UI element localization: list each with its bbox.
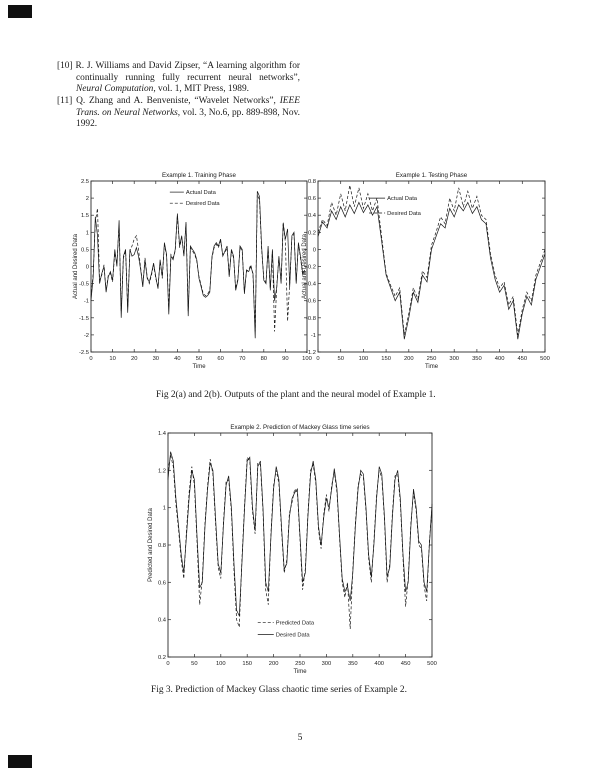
svg-text:100: 100	[216, 661, 226, 667]
svg-text:-1.2: -1.2	[306, 350, 316, 356]
svg-text:Time: Time	[192, 364, 206, 370]
svg-text:400: 400	[374, 661, 384, 667]
svg-text:-2: -2	[84, 333, 89, 339]
svg-text:Actual Data: Actual Data	[387, 196, 418, 202]
svg-text:0: 0	[313, 247, 316, 253]
svg-text:1: 1	[86, 230, 89, 236]
scan-artifact-bottom	[8, 755, 32, 768]
svg-text:Actual and Desired Data: Actual and Desired Data	[73, 233, 79, 299]
svg-text:Desired Data: Desired Data	[387, 211, 422, 217]
svg-text:-1.5: -1.5	[79, 316, 89, 322]
svg-text:0.4: 0.4	[308, 213, 317, 219]
svg-text:70: 70	[239, 356, 245, 362]
fig3-mackey-glass-chart: 0 50 100 150 200 250 300 350 400 450 500 0.2 0.4 0.6 0…	[148, 424, 437, 675]
svg-text:80: 80	[261, 356, 267, 362]
svg-text:Example 2. Prediction of Macke: Example 2. Prediction of Mackey Glass ti…	[230, 424, 369, 431]
references: [10] R. J. Williams and David Zipser, “A…	[57, 61, 300, 131]
svg-text:-0.5: -0.5	[79, 282, 89, 288]
svg-text:-1: -1	[84, 299, 89, 305]
fig2a-training-chart: 0 10 20 30 40 50 60 70 80 90 100 -2.5 -2 -1.5 -1 -0.5 0 0…	[73, 172, 312, 370]
svg-text:150: 150	[242, 661, 252, 667]
svg-text:0.5: 0.5	[81, 247, 89, 253]
svg-text:0.8: 0.8	[308, 179, 316, 185]
svg-text:0.8: 0.8	[158, 543, 166, 549]
svg-text:-0.2: -0.2	[306, 265, 316, 271]
svg-text:250: 250	[427, 356, 437, 362]
svg-text:90: 90	[282, 356, 288, 362]
svg-text:350: 350	[348, 661, 358, 667]
svg-text:2.5: 2.5	[81, 179, 89, 185]
reference-item: [10] R. J. Williams and David Zipser, “A…	[57, 61, 300, 95]
figure3-caption: Fig 3. Prediction of Mackey Glass chaoti…	[151, 685, 407, 695]
svg-text:100: 100	[302, 356, 312, 362]
svg-text:-1: -1	[311, 333, 316, 339]
svg-text:Predicted Data: Predicted Data	[276, 620, 315, 626]
svg-text:Time: Time	[425, 364, 439, 370]
svg-text:-0.4: -0.4	[306, 282, 317, 288]
svg-text:350: 350	[472, 356, 482, 362]
svg-text:Desired Data: Desired Data	[186, 201, 221, 207]
svg-text:300: 300	[322, 661, 332, 667]
svg-text:2: 2	[86, 196, 89, 202]
svg-text:50: 50	[337, 356, 343, 362]
scan-artifact-top	[8, 5, 32, 18]
svg-text:100: 100	[359, 356, 369, 362]
figure2-caption: Fig 2(a) and 2(b). Outputs of the plant …	[156, 390, 436, 400]
svg-text:250: 250	[295, 661, 305, 667]
svg-text:30: 30	[153, 356, 159, 362]
svg-text:Desired Data: Desired Data	[276, 633, 311, 639]
svg-text:Example 1. Testing Phase: Example 1. Testing Phase	[396, 172, 468, 179]
svg-text:10: 10	[109, 356, 115, 362]
svg-text:0.2: 0.2	[158, 655, 166, 661]
svg-text:1.4: 1.4	[158, 431, 167, 437]
page-number: 5	[297, 733, 303, 743]
svg-text:450: 450	[517, 356, 527, 362]
svg-text:-0.8: -0.8	[306, 316, 316, 322]
svg-text:Predicted and Desired Data: Predicted and Desired Data	[148, 507, 154, 581]
svg-text:0.4: 0.4	[158, 618, 167, 624]
svg-text:450: 450	[401, 661, 411, 667]
svg-text:200: 200	[269, 661, 279, 667]
svg-text:0.6: 0.6	[158, 580, 166, 586]
svg-text:0.6: 0.6	[308, 196, 316, 202]
svg-text:Actual and Desired Data: Actual and Desired Data	[302, 233, 308, 299]
svg-text:50: 50	[191, 661, 197, 667]
svg-text:0.2: 0.2	[308, 230, 316, 236]
svg-text:0: 0	[86, 265, 89, 271]
svg-text:40: 40	[174, 356, 180, 362]
svg-text:300: 300	[449, 356, 459, 362]
svg-text:50: 50	[196, 356, 202, 362]
svg-text:1.5: 1.5	[81, 213, 89, 219]
svg-text:200: 200	[404, 356, 414, 362]
svg-text:20: 20	[131, 356, 137, 362]
svg-text:Actual Data: Actual Data	[186, 190, 217, 196]
reference-item: [11] Q. Zhang and A. Benveniste, “Wavele…	[57, 95, 300, 130]
svg-text:0: 0	[316, 356, 319, 362]
svg-text:500: 500	[540, 356, 550, 362]
svg-text:400: 400	[495, 356, 505, 362]
svg-text:1.2: 1.2	[158, 468, 166, 474]
svg-text:-0.6: -0.6	[306, 299, 316, 305]
svg-text:Time: Time	[293, 669, 307, 675]
svg-text:1: 1	[163, 506, 166, 512]
svg-text:-2.5: -2.5	[79, 350, 89, 356]
svg-text:0: 0	[166, 661, 169, 667]
svg-text:Example 1. Training Phase: Example 1. Training Phase	[162, 172, 237, 179]
svg-text:150: 150	[381, 356, 391, 362]
svg-text:500: 500	[427, 661, 437, 667]
svg-text:0: 0	[89, 356, 92, 362]
svg-text:60: 60	[217, 356, 223, 362]
fig2b-testing-chart: 0 50 100 150 200 250 300 350 400 450 500 -1.2 -1 -0.8…	[302, 172, 550, 370]
